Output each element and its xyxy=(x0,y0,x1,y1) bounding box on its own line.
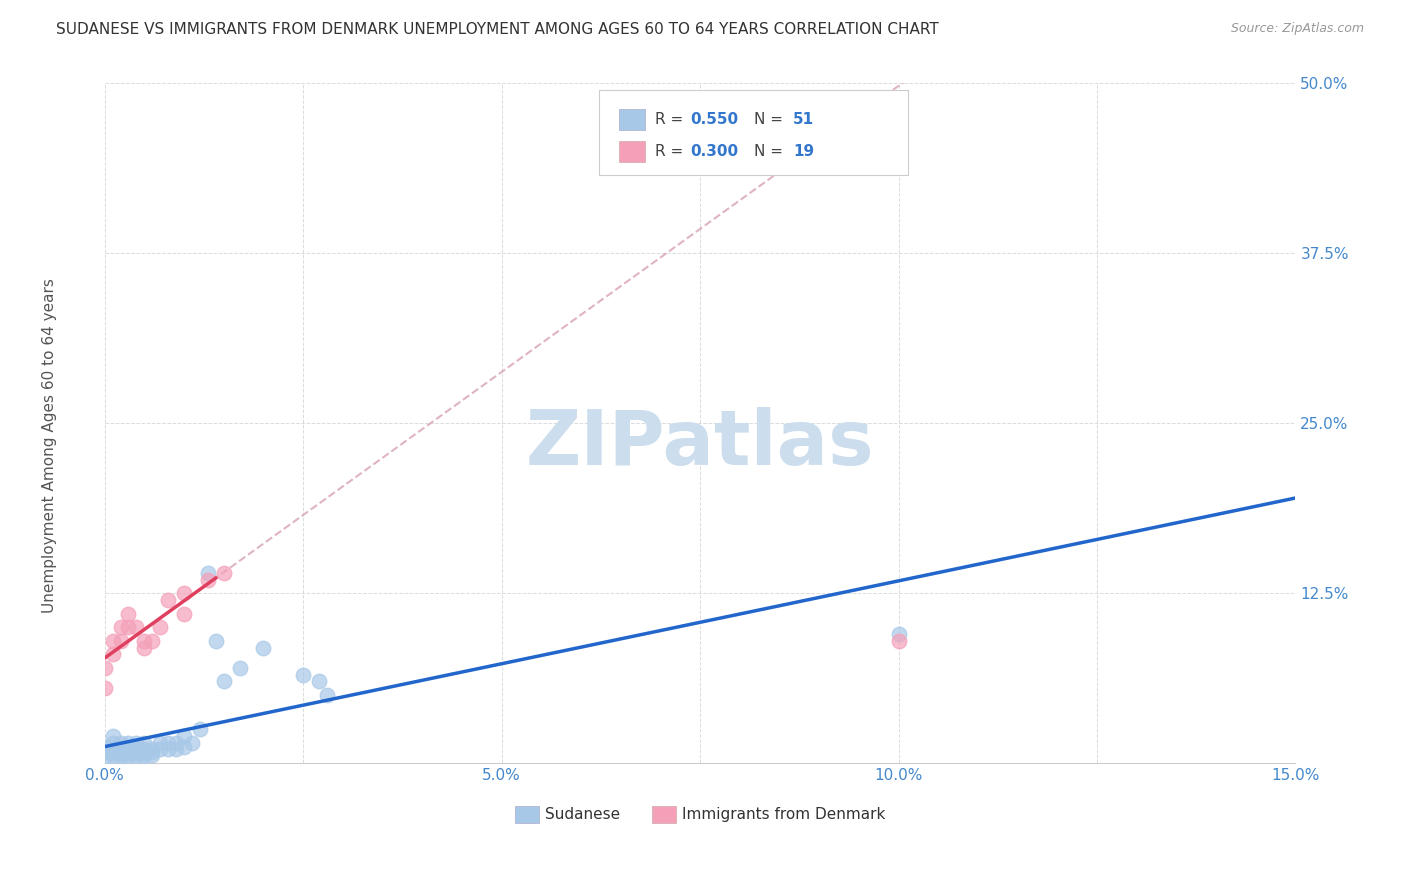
Point xyxy=(125,747,148,761)
Point xyxy=(165,742,187,756)
Point xyxy=(101,742,124,756)
Text: 0.300: 0.300 xyxy=(690,144,738,159)
Point xyxy=(117,739,139,754)
Point xyxy=(887,633,910,648)
Point xyxy=(125,749,148,764)
Point xyxy=(134,745,156,759)
Point xyxy=(134,736,156,750)
Point xyxy=(134,749,156,764)
Text: Sudanese: Sudanese xyxy=(546,806,620,822)
Text: Immigrants from Denmark: Immigrants from Denmark xyxy=(682,806,886,822)
Point xyxy=(110,742,132,756)
Point xyxy=(134,742,156,756)
Point xyxy=(212,674,235,689)
Point xyxy=(117,736,139,750)
Text: R =: R = xyxy=(655,112,688,127)
FancyBboxPatch shape xyxy=(619,109,645,129)
Point xyxy=(181,736,204,750)
Point xyxy=(110,633,132,648)
Point xyxy=(134,640,156,655)
Point xyxy=(173,586,195,600)
Point xyxy=(101,729,124,743)
Point xyxy=(110,749,132,764)
Point xyxy=(93,681,115,696)
Point xyxy=(252,640,274,655)
Point xyxy=(157,593,180,607)
Point xyxy=(101,747,124,761)
Point xyxy=(125,736,148,750)
Point xyxy=(165,736,187,750)
Point xyxy=(173,729,195,743)
Point xyxy=(141,742,163,756)
Text: 51: 51 xyxy=(793,112,814,127)
Point xyxy=(292,667,315,681)
Text: N =: N = xyxy=(754,144,787,159)
Text: 0.550: 0.550 xyxy=(690,112,738,127)
Point xyxy=(125,742,148,756)
Text: N =: N = xyxy=(754,112,787,127)
Point xyxy=(101,648,124,662)
Point xyxy=(173,607,195,621)
Point xyxy=(316,688,339,702)
Point xyxy=(149,736,172,750)
Point xyxy=(125,620,148,634)
Point xyxy=(117,749,139,764)
Point xyxy=(197,573,219,587)
Point xyxy=(149,742,172,756)
Point xyxy=(117,620,139,634)
Text: ZIPatlas: ZIPatlas xyxy=(526,407,875,481)
Point xyxy=(93,749,115,764)
Point xyxy=(157,736,180,750)
Point xyxy=(110,736,132,750)
Point xyxy=(141,633,163,648)
Point xyxy=(117,745,139,759)
Point xyxy=(197,566,219,580)
Point xyxy=(93,745,115,759)
Point xyxy=(110,745,132,759)
Point xyxy=(101,633,124,648)
Point xyxy=(117,742,139,756)
Point xyxy=(134,747,156,761)
Point xyxy=(110,620,132,634)
Point xyxy=(125,745,148,759)
Point xyxy=(110,747,132,761)
Point xyxy=(141,747,163,762)
FancyBboxPatch shape xyxy=(619,141,645,161)
Point xyxy=(101,749,124,764)
Point xyxy=(101,736,124,750)
Point xyxy=(308,674,330,689)
Point xyxy=(887,627,910,641)
Point xyxy=(117,747,139,761)
Point xyxy=(134,633,156,648)
Point xyxy=(204,633,226,648)
Point xyxy=(149,620,172,634)
Point xyxy=(117,607,139,621)
Point xyxy=(173,739,195,754)
FancyBboxPatch shape xyxy=(599,90,908,175)
Point xyxy=(93,661,115,675)
Point xyxy=(141,745,163,759)
Text: Unemployment Among Ages 60 to 64 years: Unemployment Among Ages 60 to 64 years xyxy=(42,278,56,614)
Point xyxy=(212,566,235,580)
Point xyxy=(228,661,250,675)
Point xyxy=(93,739,115,754)
Point xyxy=(157,742,180,756)
Text: Source: ZipAtlas.com: Source: ZipAtlas.com xyxy=(1230,22,1364,36)
Text: 19: 19 xyxy=(793,144,814,159)
FancyBboxPatch shape xyxy=(652,805,676,822)
Point xyxy=(188,722,211,736)
FancyBboxPatch shape xyxy=(516,805,540,822)
Text: SUDANESE VS IMMIGRANTS FROM DENMARK UNEMPLOYMENT AMONG AGES 60 TO 64 YEARS CORRE: SUDANESE VS IMMIGRANTS FROM DENMARK UNEM… xyxy=(56,22,939,37)
Text: R =: R = xyxy=(655,144,688,159)
